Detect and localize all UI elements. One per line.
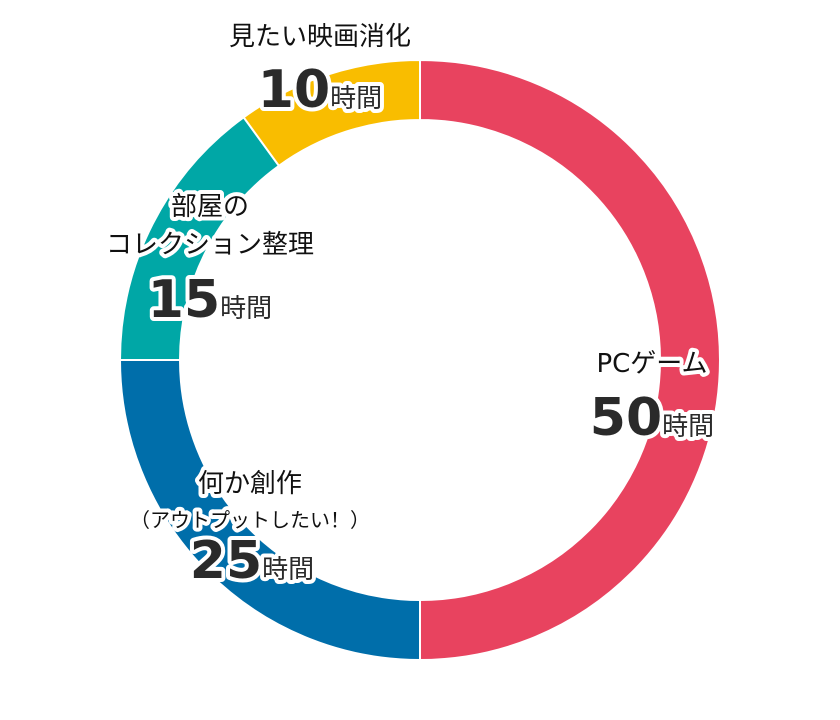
slice-unit: 時間 — [330, 84, 382, 114]
label-creative: 何か創作 （アウトプットしたい！） 25時間 — [126, 465, 374, 595]
slice-unit: 時間 — [262, 555, 314, 585]
slice-0 — [419, 58, 721, 662]
svg-text:15時間: 15時間 — [148, 270, 272, 330]
label-pc-game: PCゲーム 50時間 — [586, 345, 718, 452]
slice-value: 15 — [148, 270, 220, 330]
slice-3 — [242, 58, 421, 168]
slice-name-sub: コレクション整理 — [106, 230, 314, 260]
slice-name: 何か創作 — [198, 469, 302, 499]
slices — [118, 58, 721, 662]
label-collection: 部屋の コレクション整理 15時間 — [102, 188, 318, 334]
slice-value: 10 — [258, 60, 330, 120]
slice-value: 25 — [190, 531, 262, 591]
slice-name-sub: （アウトプットしたい！） — [130, 508, 370, 532]
slice-unit: 時間 — [220, 294, 272, 324]
slice-name: 部屋の — [171, 192, 249, 222]
slice-name: PCゲーム — [596, 349, 707, 379]
slice-name: 見たい映画消化 — [229, 22, 411, 52]
label-movies: 見たい映画消化 10時間 — [225, 18, 415, 124]
slice-value: 50 — [590, 388, 662, 448]
svg-text:50時間: 50時間 — [590, 388, 714, 448]
svg-text:10時間: 10時間 — [258, 60, 382, 120]
svg-text:25時間: 25時間 — [190, 531, 314, 591]
slice-unit: 時間 — [662, 412, 714, 442]
